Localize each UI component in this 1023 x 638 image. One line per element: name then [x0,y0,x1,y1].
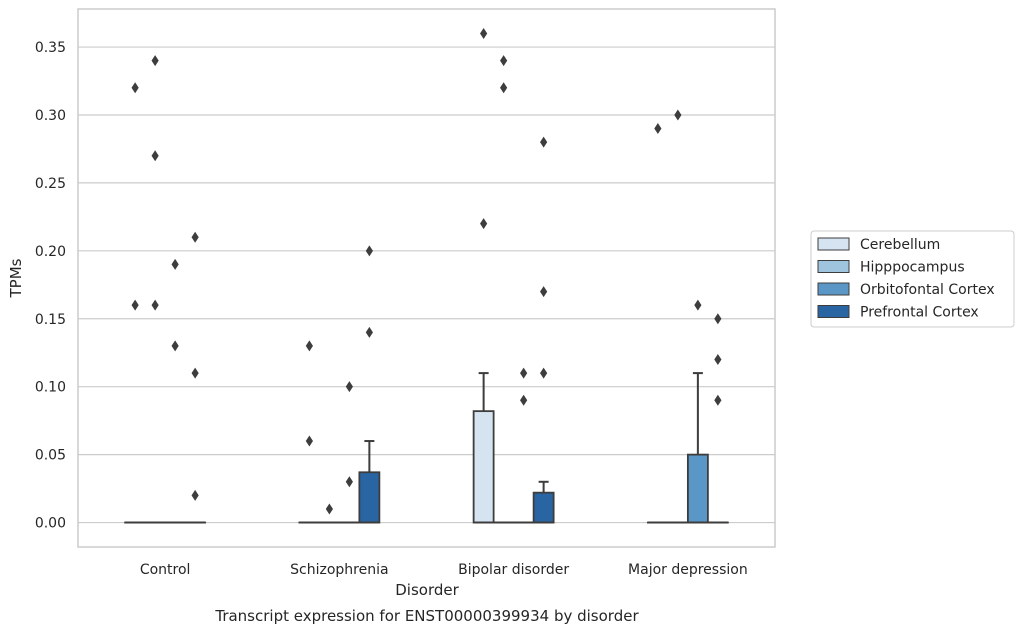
outlier-point [714,395,721,406]
x-tick-label: Schizophrenia [290,562,388,578]
outlier-point [714,354,721,365]
outlier-point [152,300,159,311]
outlier-point [480,28,487,39]
outlier-point [366,245,373,256]
legend-label: Orbitofontal Cortex [860,282,995,298]
y-tick-label: 0.25 [35,176,66,192]
outlier-point [674,109,681,120]
outlier-point [306,436,313,447]
x-axis-label: Disorder [395,581,459,599]
outlier-point [520,395,527,406]
outlier-point [540,137,547,148]
outlier-point [326,503,333,514]
box-body [688,455,708,523]
y-axis-label: TPMs [7,258,25,298]
outlier-point [694,300,701,311]
box-layer [125,373,728,522]
y-tick-label: 0.15 [35,312,66,328]
x-tick-labels: Control Schizophrenia Bipolar disorder Majo… [140,562,748,578]
plot-frame [78,9,775,547]
outlier-point [192,490,199,501]
box-body [534,493,554,523]
outlier-point [192,368,199,379]
outlier-point [172,259,179,270]
legend-label: Prefrontal Cortex [860,305,979,321]
grid-layer [78,47,775,523]
y-tick-label: 0.35 [35,40,66,56]
outlier-point [500,55,507,66]
legend-swatch [818,261,849,273]
legend-swatch [818,238,849,250]
box-body [474,411,494,522]
outlier-point [306,340,313,351]
y-tick-label: 0.05 [35,448,66,464]
legend-swatch [818,306,849,318]
outlier-layer [132,28,722,515]
x-tick-label: Bipolar disorder [458,562,569,578]
outlier-point [366,327,373,338]
x-tick-label: Major depression [628,562,748,578]
outlier-point [346,381,353,392]
outlier-point [520,368,527,379]
legend-swatch [818,283,849,295]
legend: Cerebellum Hipppocampus Orbitofontal Corte… [811,231,1014,327]
box-body [359,472,379,522]
outlier-point [480,218,487,229]
outlier-point [540,286,547,297]
y-tick-label: 0.30 [35,108,66,124]
outlier-point [714,313,721,324]
y-tick-label: 0.20 [35,244,66,260]
outlier-point [172,340,179,351]
box-prefrontal-cortex [359,441,379,523]
x-tick-label: Control [140,562,191,578]
outlier-point [132,82,139,93]
box-cerebellum [474,373,494,522]
outlier-point [152,150,159,161]
legend-label: Cerebellum [860,237,940,253]
box-prefrontal-cortex [534,482,554,523]
outlier-point [132,300,139,311]
legend-label: Hipppocampus [860,260,965,276]
outlier-point [654,123,661,134]
outlier-point [346,476,353,487]
y-tick-labels: 0.00 0.05 0.10 0.15 0.20 0.25 0.30 0.35 [35,40,66,532]
chart-caption: Transcript expression for ENST0000039993… [214,607,639,625]
outlier-point [192,232,199,243]
outlier-point [540,368,547,379]
y-tick-label: 0.00 [35,516,66,532]
outlier-point [500,82,507,93]
y-tick-label: 0.10 [35,380,66,396]
outlier-point [152,55,159,66]
box-orbitofontal-cortex [688,373,708,522]
